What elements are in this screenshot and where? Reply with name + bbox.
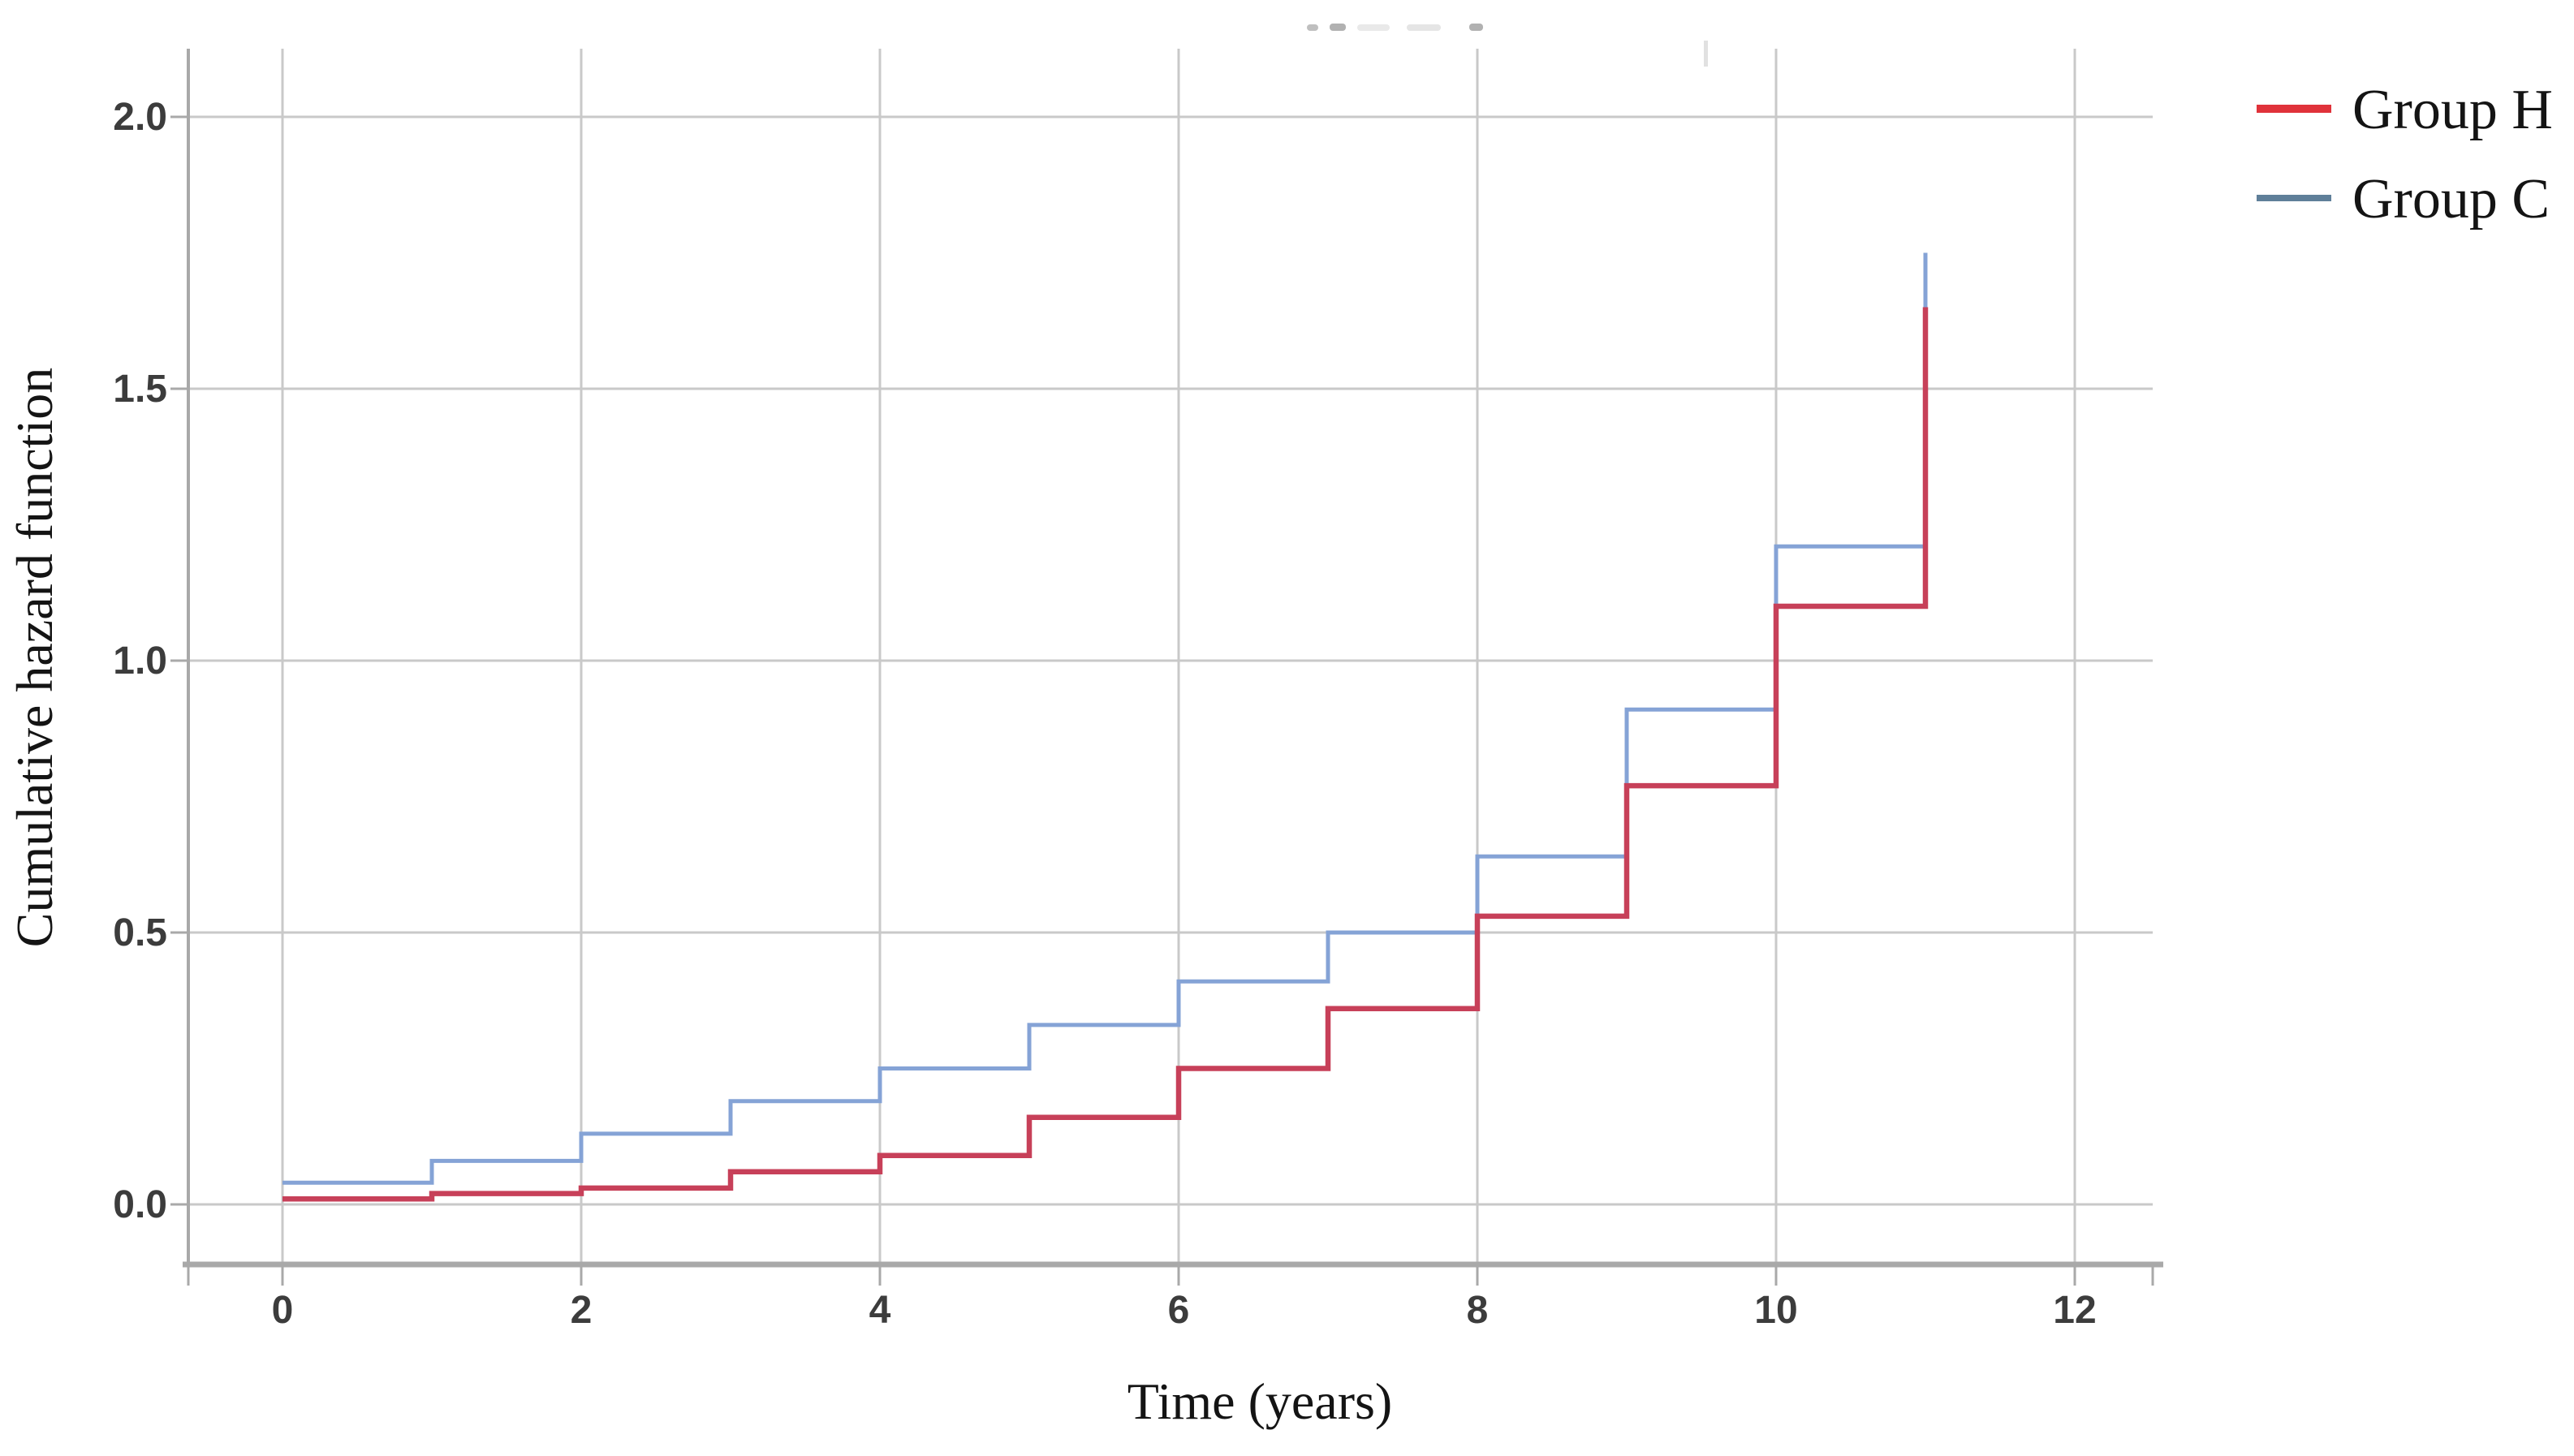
y-tick-label-1.5: 1.5 xyxy=(113,368,167,411)
y-axis-title: Cumulative hazard function xyxy=(6,368,63,947)
series-lines xyxy=(282,252,1929,1202)
horizontal-gridlines xyxy=(188,115,2153,1206)
series-line-group-c xyxy=(282,252,1928,1185)
tick-labels: 0 2 4 6 8 10 12 0.0 0.5 1.0 1.5 2.0 xyxy=(113,96,2096,1332)
legend: Group H Group C xyxy=(2257,79,2553,230)
cropped-title-artifact xyxy=(1307,24,1708,67)
axes xyxy=(170,49,2163,1286)
x-tick-label-10: 10 xyxy=(1754,1289,1797,1332)
y-tick-label-0.5: 0.5 xyxy=(113,911,167,954)
y-tick-label-1.0: 1.0 xyxy=(113,640,167,683)
legend-item-group-c: Group C xyxy=(2257,168,2550,230)
x-tick-label-12: 12 xyxy=(2053,1289,2096,1332)
series-line-group-h xyxy=(282,307,1929,1202)
x-tick-label-6: 6 xyxy=(1168,1289,1190,1332)
x-tick-label-4: 4 xyxy=(869,1289,891,1332)
legend-item-group-h: Group H xyxy=(2257,79,2553,141)
y-tick-label-0.0: 0.0 xyxy=(113,1183,167,1226)
x-tick-label-2: 2 xyxy=(571,1289,593,1332)
legend-label-group-h: Group H xyxy=(2352,79,2553,141)
x-axis-title: Time (years) xyxy=(1127,1372,1392,1430)
x-tick-label-0: 0 xyxy=(272,1289,294,1332)
x-tick-label-8: 8 xyxy=(1467,1289,1489,1332)
y-tick-label-2.0: 2.0 xyxy=(113,96,167,139)
legend-label-group-c: Group C xyxy=(2352,168,2550,230)
